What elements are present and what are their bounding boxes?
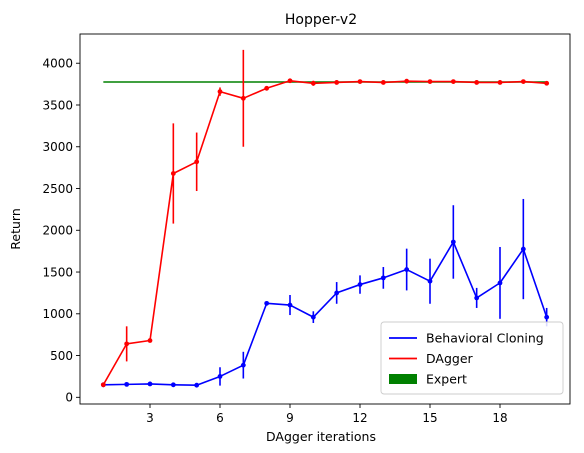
y-tick-label: 3000 <box>42 140 73 154</box>
data-point-bc <box>474 295 480 301</box>
data-point-dagger <box>264 85 270 91</box>
data-point-dagger <box>194 159 200 165</box>
x-tick-label: 3 <box>146 411 154 425</box>
data-point-bc <box>170 382 176 388</box>
series-bc <box>100 198 550 388</box>
data-point-bc <box>357 282 363 287</box>
x-tick-label: 12 <box>352 411 367 425</box>
data-point-bc <box>194 382 200 388</box>
y-tick-label: 4000 <box>42 57 73 71</box>
data-point-bc <box>427 278 433 284</box>
plot-area <box>100 49 550 388</box>
data-point-dagger <box>380 80 386 85</box>
y-tick-label: 500 <box>50 349 73 363</box>
data-point-bc <box>380 275 386 281</box>
data-point-bc <box>544 314 550 320</box>
series-dagger <box>100 49 550 388</box>
data-point-bc <box>287 302 293 308</box>
legend-label-dagger: DAgger <box>426 351 474 366</box>
data-point-dagger <box>497 80 503 85</box>
data-point-dagger <box>450 79 456 85</box>
legend: Behavioral Cloning DAgger Expert <box>380 321 564 395</box>
data-point-bc <box>334 290 340 296</box>
data-point-dagger <box>404 78 410 84</box>
y-tick-label: 0 <box>65 391 73 405</box>
data-point-dagger <box>287 78 293 84</box>
plot-frame <box>79 33 571 405</box>
data-point-dagger <box>544 80 550 86</box>
y-tick-label: 2000 <box>42 224 73 238</box>
data-point-dagger <box>124 341 130 347</box>
data-point-dagger <box>240 95 246 101</box>
x-axis-label: DAgger iterations <box>266 429 376 444</box>
y-axis-label: Return <box>8 208 23 249</box>
data-point-dagger <box>170 171 176 176</box>
data-point-dagger <box>310 80 316 86</box>
legend-box <box>380 321 564 395</box>
data-point-dagger <box>474 80 480 85</box>
legend-label-bc: Behavioral Cloning <box>426 331 544 346</box>
data-point-dagger <box>147 338 153 343</box>
data-point-bc <box>147 381 153 387</box>
data-point-dagger <box>427 79 433 85</box>
data-point-dagger <box>217 89 223 95</box>
data-point-bc <box>264 300 270 306</box>
data-point-bc <box>217 374 223 379</box>
data-point-dagger <box>357 79 363 85</box>
data-point-bc <box>124 381 130 387</box>
y-tick-label: 2500 <box>42 182 73 196</box>
x-tick-label: 18 <box>492 411 507 425</box>
data-point-dagger <box>334 80 340 85</box>
data-point-bc <box>497 280 503 286</box>
x-tick-label: 15 <box>422 411 437 425</box>
data-point-bc <box>240 362 246 368</box>
data-point-bc <box>450 239 456 245</box>
data-point-dagger <box>100 382 106 388</box>
y-tick-label: 1000 <box>42 307 73 321</box>
series-line-bc <box>103 241 548 387</box>
data-point-bc <box>310 314 316 320</box>
y-axis: 0 500 1000 1500 2000 2500 3000 3500 4000 <box>42 57 80 405</box>
x-tick-label: 9 <box>286 411 294 425</box>
legend-label-expert: Expert <box>426 372 467 387</box>
chart-title: Hopper-v2 <box>285 12 357 28</box>
y-tick-label: 1500 <box>42 265 73 279</box>
data-point-bc <box>520 246 526 252</box>
x-tick-label: 6 <box>216 411 224 425</box>
series-line-dagger <box>102 79 547 386</box>
y-tick-label: 3500 <box>42 98 73 112</box>
data-point-bc <box>404 267 410 272</box>
x-axis: 3 6 9 12 15 18 <box>146 404 508 425</box>
legend-swatch-expert <box>389 374 417 384</box>
data-point-dagger <box>520 79 526 85</box>
